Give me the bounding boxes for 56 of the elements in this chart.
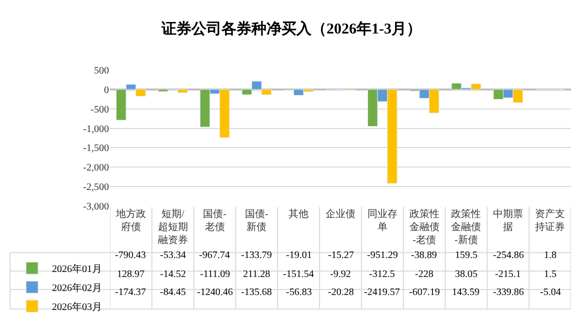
- data-label: -790.43: [115, 250, 146, 261]
- y-tick-label: 500: [94, 66, 109, 76]
- y-tick-label: -1,500: [83, 143, 109, 154]
- data-label: -215.1: [495, 269, 521, 280]
- chart-title: 证券公司各券种净买入（2026年1-3月）: [160, 20, 422, 38]
- data-label: 211.28: [243, 269, 270, 280]
- data-label: -312.5: [369, 269, 395, 280]
- data-label: -19.01: [286, 250, 312, 261]
- data-label: -9.92: [330, 269, 351, 280]
- data-label: -2419.57: [364, 287, 400, 298]
- data-label: -135.68: [241, 287, 272, 298]
- data-label: 38.05: [455, 269, 478, 280]
- legend-label: 2026年02月: [52, 282, 102, 294]
- data-label: -607.19: [409, 287, 440, 298]
- y-tick-label: -500: [90, 104, 109, 116]
- x-tick-label: 政策性金融债-新债: [451, 208, 482, 246]
- data-label: -174.37: [115, 287, 146, 298]
- data-label: -111.09: [200, 269, 230, 280]
- data-label: -151.54: [283, 269, 314, 280]
- y-tick-label: -3,000: [83, 202, 109, 212]
- data-label: -133.79: [241, 250, 272, 261]
- data-label: -1240.46: [197, 287, 233, 298]
- y-tick-label: -1,000: [83, 124, 109, 135]
- x-tick-label: 地方政府债: [114, 208, 146, 233]
- x-tick-label: 短期/超短期融资券: [158, 208, 188, 246]
- legend-label: 2026年01月: [52, 263, 102, 275]
- data-label: -967.74: [199, 250, 230, 261]
- x-tick-label: 国债-老债: [203, 209, 226, 233]
- x-tick-label: 资产支持证券: [535, 208, 566, 233]
- data-label: -84.45: [160, 287, 186, 298]
- data-label: 1.5: [544, 269, 556, 280]
- x-tick-label: 中期票据: [493, 208, 524, 233]
- y-tick-label: -2,500: [83, 182, 109, 194]
- x-tick-label: 同业存单: [367, 208, 398, 233]
- y-tick-label: 0: [104, 84, 109, 96]
- x-tick-label: 国债-新债: [245, 209, 268, 233]
- data-label: -20.28: [328, 287, 354, 298]
- y-tick-label: -2,000: [83, 162, 109, 174]
- data-label: -254.86: [493, 250, 524, 261]
- data-label: -56.83: [286, 287, 312, 298]
- data-label: -53.34: [160, 250, 186, 261]
- data-label: 159.5: [455, 250, 478, 261]
- x-tick-label: 政策性金融债-老债: [409, 208, 440, 246]
- data-label: -951.29: [367, 250, 398, 261]
- data-label: -5.04: [540, 287, 561, 298]
- data-label: -339.86: [493, 287, 524, 298]
- data-label: -14.52: [160, 269, 186, 280]
- x-tick-label: 企业债: [326, 208, 356, 220]
- data-label: -15.27: [328, 250, 354, 261]
- x-tick-label: 其他: [288, 208, 309, 220]
- data-label: 1.8: [544, 250, 556, 261]
- data-label: -228: [415, 269, 434, 280]
- data-label: 128.97: [117, 269, 144, 280]
- data-label: 143.59: [452, 287, 480, 298]
- data-label: -38.89: [411, 250, 437, 261]
- legend-label: 2026年03月: [52, 301, 102, 313]
